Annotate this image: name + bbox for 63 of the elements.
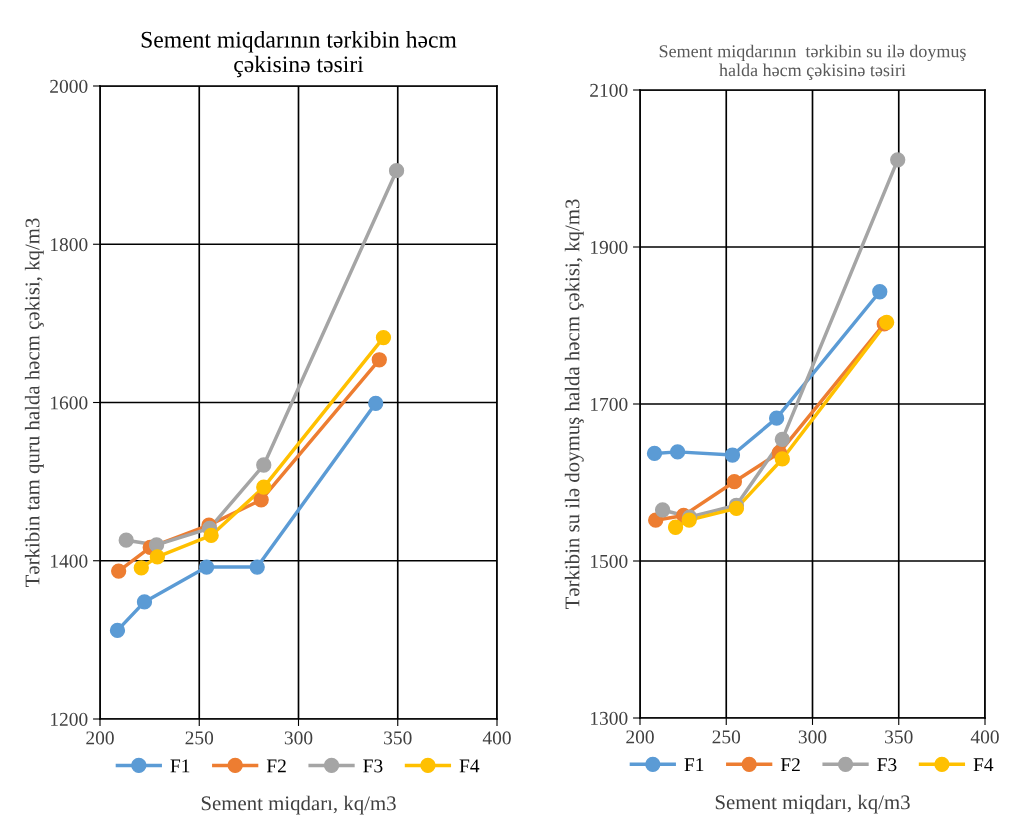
x-tick-label: 400 [482, 731, 511, 745]
x-tick-label: 350 [384, 731, 412, 745]
legend-label: F2 [780, 758, 800, 772]
point [654, 502, 671, 518]
point [371, 352, 387, 368]
chart-title: Sement miqdarının tərkibin su ilə doymuş halda həcm çəkisinə təsiri [659, 44, 966, 80]
point [768, 410, 785, 426]
point [133, 560, 149, 576]
legend-label: F2 [266, 759, 286, 773]
point [368, 395, 384, 411]
legend-label: F4 [459, 759, 480, 773]
legend-label: F3 [877, 758, 897, 772]
point [774, 451, 790, 467]
y-tick-label: 1900 [591, 240, 628, 254]
point [890, 152, 906, 168]
x-axis-title: Sement miqdarı, kq/m3 [201, 795, 396, 815]
point [728, 500, 745, 517]
x-tick-label: 400 [970, 730, 999, 744]
point [648, 512, 664, 528]
y-tick-label: 1700 [591, 397, 628, 411]
point [111, 563, 127, 579]
x-axis-title: Sement miqdarı, kq/m3 [715, 794, 910, 814]
x-tick-label: 300 [284, 731, 313, 745]
legend-label: F1 [170, 759, 190, 773]
point [667, 519, 684, 535]
point [256, 479, 272, 495]
x-tick-label: 200 [86, 731, 114, 745]
legend-label: F4 [973, 758, 994, 772]
y-tick-label: 1800 [51, 238, 88, 252]
point [774, 431, 790, 447]
x-tick-label: 350 [885, 730, 913, 744]
point [375, 329, 392, 346]
y-axis-title: Tərkibin tam quru halda həcm çəkisi, kq/m3 [24, 218, 44, 587]
point [726, 474, 742, 490]
y-tick-label: 1300 [591, 711, 628, 725]
point [198, 559, 215, 575]
point [872, 284, 888, 300]
point [646, 445, 663, 462]
point [249, 559, 265, 575]
x-tick-label: 300 [798, 730, 827, 744]
point [669, 444, 686, 460]
point [724, 447, 741, 463]
point [253, 492, 269, 508]
y-tick-label: 1600 [51, 396, 88, 410]
point [388, 163, 405, 179]
point [256, 457, 272, 473]
y-tick-label: 1500 [591, 554, 628, 568]
y-tick-label: 1400 [51, 554, 88, 568]
legend-label: F1 [684, 758, 704, 772]
y-tick-label: 1200 [51, 712, 88, 726]
point [149, 549, 166, 565]
y-axis-title: Tərkibin su ilə doymuş halda həcm çəkisi, kq/m3 [564, 199, 584, 610]
x-tick-label: 200 [626, 730, 654, 744]
y-tick-label: 2000 [50, 79, 88, 93]
legend-label: F3 [363, 759, 383, 773]
point [203, 527, 219, 544]
x-tick-label: 250 [185, 731, 214, 745]
point [136, 594, 153, 610]
y-tick-label: 2100 [590, 83, 628, 97]
point [118, 532, 134, 548]
chart-title: Sement miqdarının tərkibin həcm çəkisinə təsiri [141, 31, 457, 78]
point [109, 622, 126, 639]
x-tick-label: 250 [712, 730, 741, 744]
